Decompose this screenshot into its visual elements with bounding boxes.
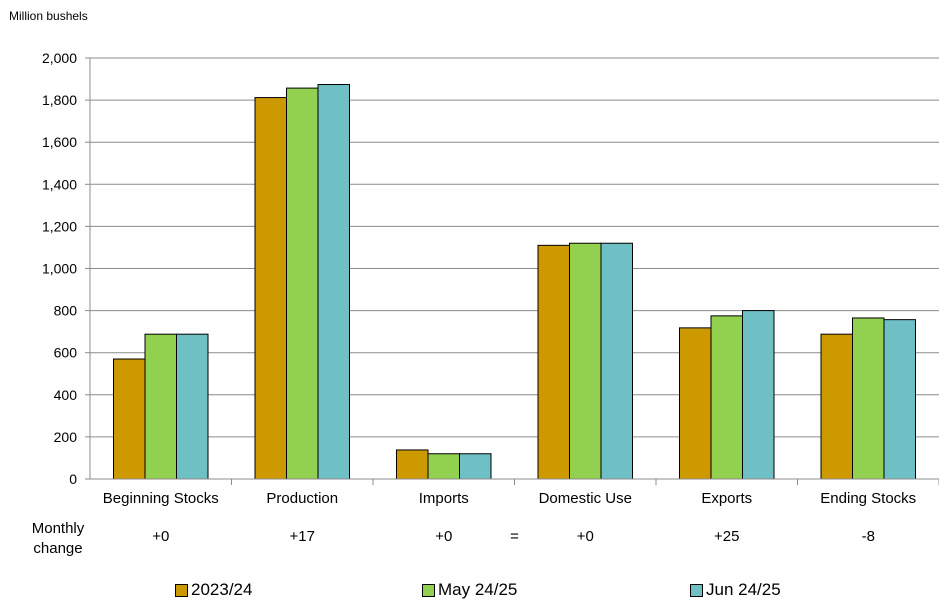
y-axis-unit-label: Million bushels [9,9,88,23]
bar [427,453,460,480]
bar [254,97,287,480]
y-tick-label: 1,600 [42,134,77,150]
legend-item-may-24-25: May 24/25 [422,580,517,600]
monthly-change-value: -8 [862,528,875,545]
y-tick-label: 2,000 [42,50,77,66]
bar [742,310,775,480]
bar [144,333,177,480]
bar [600,242,633,480]
y-tick-label: 1,200 [42,218,77,234]
x-tick-label: Exports [701,490,752,507]
monthly-change-value: +0 [435,528,452,545]
y-tick-label: 1,800 [42,92,77,108]
bar [883,319,916,480]
bar [852,317,885,480]
bar [679,327,712,480]
axes [85,57,939,485]
monthly-change-value: +25 [714,528,739,545]
bar [317,84,350,480]
monthly-change-row-label: change [33,540,82,557]
y-tick-label: 400 [54,387,78,403]
x-tick-label: Imports [419,490,469,507]
legend-item-2023-24: 2023/24 [175,580,252,600]
bar [569,242,602,480]
bars [113,84,916,480]
x-tick-label: Production [266,490,338,507]
bar [113,358,146,480]
gridlines [90,57,939,438]
bar [459,453,492,480]
x-tick-label: Beginning Stocks [103,490,219,507]
y-tick-label: 1,400 [42,176,77,192]
bar [396,449,429,480]
bar [537,244,570,480]
legend-swatch-2023-24 [175,583,188,597]
legend-label: Jun 24/25 [706,580,781,599]
y-tick-label: 200 [54,429,78,445]
y-tick-label: 800 [54,303,78,319]
y-tick-label: 600 [54,345,78,361]
equals-sign: = [510,528,519,545]
legend-item-jun-24-25: Jun 24/25 [690,580,781,600]
bar [286,87,319,480]
y-tick-label: 1,000 [42,261,77,277]
x-tick-label: Domestic Use [539,490,632,507]
labels: 0 200 400 600 800 1,000 1,200 1,400 1,600 1,800 2,… [32,50,916,557]
legend-label: May 24/25 [438,580,518,599]
x-tick-label: Ending Stocks [820,490,916,507]
bar [820,333,853,480]
bar [176,333,209,480]
legend-swatch-jun-24-25 [690,583,703,597]
monthly-change-value: +0 [577,528,594,545]
bar-chart: 0 200 400 600 800 1,000 1,200 1,400 1,600 1,800 2,… [32,50,939,557]
monthly-change-value: +0 [152,528,169,545]
monthly-change-value: +17 [290,528,315,545]
monthly-change-row-label: Monthly [32,520,85,537]
legend: 2023/24 May 24/25 Jun 24/25 [0,580,939,602]
legend-label: 2023/24 [191,580,253,599]
legend-swatch-may-24-25 [422,583,435,597]
bar [710,315,743,480]
y-tick-label: 0 [69,471,77,487]
